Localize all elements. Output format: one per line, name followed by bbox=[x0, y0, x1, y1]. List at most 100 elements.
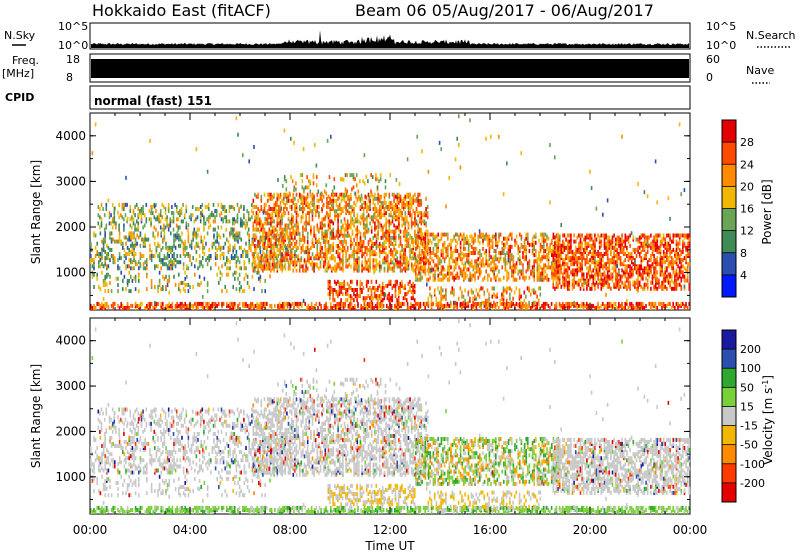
power-echo bbox=[394, 213, 397, 218]
power-echo bbox=[427, 238, 430, 243]
power-echo bbox=[174, 233, 177, 238]
power-echo bbox=[459, 255, 462, 260]
power-echo bbox=[474, 265, 476, 270]
power-echo bbox=[313, 262, 315, 267]
power-echo bbox=[335, 244, 338, 248]
power-echo bbox=[480, 232, 483, 237]
power-echo bbox=[432, 301, 434, 306]
power-echo bbox=[282, 248, 285, 253]
power-echo bbox=[368, 301, 370, 306]
power-echo bbox=[578, 241, 580, 246]
power-echo bbox=[303, 227, 306, 232]
power-echo bbox=[370, 225, 373, 230]
power-echo bbox=[380, 288, 382, 292]
power-echo bbox=[263, 246, 266, 250]
power-echo bbox=[470, 288, 473, 293]
power-echo bbox=[555, 270, 558, 275]
power-echo bbox=[504, 288, 506, 293]
power-echo bbox=[466, 257, 468, 262]
power-echo bbox=[252, 239, 255, 244]
power-echo bbox=[589, 274, 591, 279]
power-echo bbox=[414, 252, 416, 257]
power-echo bbox=[398, 219, 400, 224]
power-echo bbox=[158, 219, 160, 224]
power-echo bbox=[235, 249, 238, 254]
power-echo bbox=[614, 301, 617, 306]
power-echo bbox=[412, 200, 415, 205]
power-echo bbox=[175, 205, 178, 209]
power-echo bbox=[344, 301, 346, 306]
power-echo bbox=[415, 264, 418, 269]
power-echo bbox=[161, 202, 164, 207]
power-echo bbox=[579, 245, 582, 250]
power-echo bbox=[345, 205, 347, 209]
power-echo bbox=[324, 262, 327, 267]
power-echo bbox=[488, 296, 490, 301]
power-echo bbox=[252, 254, 255, 259]
power-echo bbox=[174, 237, 177, 242]
power-echo bbox=[374, 205, 376, 209]
power-echo bbox=[479, 271, 481, 276]
power-echo bbox=[276, 217, 279, 222]
power-echo bbox=[594, 252, 596, 256]
power-echo bbox=[549, 265, 551, 270]
power-echo bbox=[642, 301, 644, 306]
power-echo bbox=[632, 306, 634, 310]
power-echo bbox=[442, 244, 444, 249]
power-echo bbox=[574, 268, 577, 273]
power-echo bbox=[311, 202, 314, 207]
power-echo bbox=[477, 292, 479, 297]
power-echo bbox=[303, 207, 306, 211]
power-echo bbox=[380, 244, 383, 248]
power-echo bbox=[258, 256, 261, 261]
power-echo bbox=[494, 294, 497, 299]
power-echo bbox=[581, 268, 583, 273]
power-echo bbox=[254, 192, 256, 197]
power-echo bbox=[385, 235, 387, 240]
power-echo bbox=[367, 239, 370, 244]
power-echo bbox=[606, 243, 609, 248]
power-echo bbox=[184, 247, 186, 252]
power-echo bbox=[367, 279, 370, 284]
power-echo bbox=[594, 306, 596, 310]
power-echo bbox=[551, 238, 553, 243]
power-echo bbox=[332, 266, 335, 271]
power-echo bbox=[439, 257, 441, 262]
power-echo bbox=[255, 194, 258, 199]
power-echo bbox=[318, 198, 320, 203]
power-echo bbox=[219, 235, 222, 240]
power-echo bbox=[229, 231, 231, 236]
power-echo bbox=[270, 250, 272, 255]
power-echo bbox=[324, 231, 327, 236]
power-echo bbox=[618, 301, 620, 306]
power-echo bbox=[286, 200, 288, 205]
power-echo bbox=[549, 249, 551, 253]
power-echo bbox=[530, 271, 532, 276]
power-echo bbox=[369, 246, 371, 250]
power-echo bbox=[423, 239, 426, 244]
power-echo bbox=[388, 250, 391, 255]
power-echo bbox=[166, 283, 169, 287]
power-echo bbox=[358, 246, 360, 250]
power-echo bbox=[111, 202, 114, 207]
power-echo bbox=[511, 265, 513, 270]
power-echo bbox=[378, 196, 381, 201]
power-echo bbox=[159, 213, 162, 218]
power-echo bbox=[586, 245, 588, 250]
power-echo bbox=[388, 239, 391, 244]
power-echo bbox=[351, 279, 354, 284]
power-echo bbox=[190, 239, 193, 244]
power-echo bbox=[270, 207, 272, 211]
power-echo bbox=[415, 209, 418, 214]
power-echo bbox=[170, 303, 172, 308]
power-echo bbox=[343, 283, 346, 288]
power-echo bbox=[248, 303, 250, 308]
power-echo bbox=[343, 246, 346, 250]
power-echo bbox=[409, 233, 411, 238]
power-echo bbox=[600, 276, 603, 281]
power-echo bbox=[335, 250, 338, 255]
power-echo bbox=[616, 260, 619, 265]
power-echo bbox=[279, 200, 282, 205]
power-echo bbox=[391, 215, 394, 220]
power-echo bbox=[104, 306, 106, 310]
